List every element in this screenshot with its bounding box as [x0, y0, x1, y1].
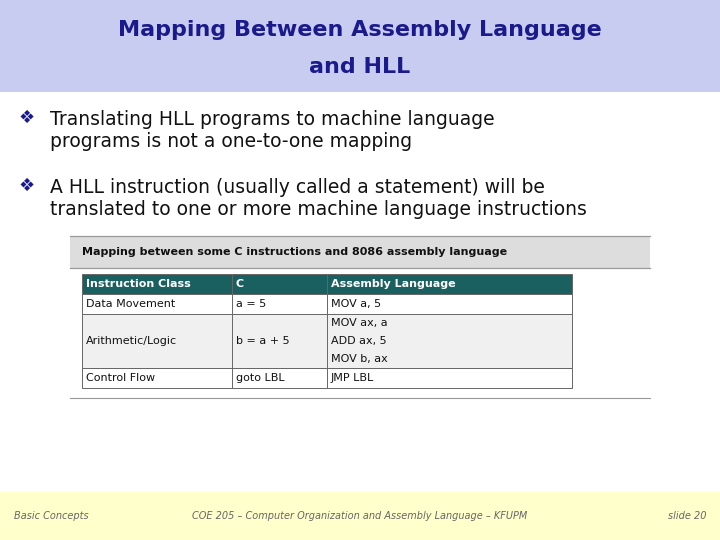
Bar	[82, 314, 572, 368]
Text: ❖: ❖	[18, 109, 34, 127]
Text: programs is not a one-to-one mapping: programs is not a one-to-one mapping	[50, 132, 412, 151]
Text: Assembly Language: Assembly Language	[331, 279, 456, 289]
Text: A HLL instruction (usually called a statement) will be: A HLL instruction (usually called a stat…	[50, 178, 545, 197]
Text: COE 205 – Computer Organization and Assembly Language – KFUPM: COE 205 – Computer Organization and Asse…	[192, 511, 528, 521]
Text: Mapping between some C instructions and 8086 assembly language: Mapping between some C instructions and …	[82, 247, 507, 257]
Text: MOV b, ax: MOV b, ax	[331, 354, 388, 364]
Text: translated to one or more machine language instructions: translated to one or more machine langua…	[50, 200, 587, 219]
Text: b = a + 5: b = a + 5	[236, 336, 289, 346]
Text: ADD ax, 5: ADD ax, 5	[331, 336, 387, 346]
Text: MOV ax, a: MOV ax, a	[331, 318, 387, 328]
Text: Instruction Class: Instruction Class	[86, 279, 191, 289]
Text: Data Movement: Data Movement	[86, 299, 175, 309]
Text: and HLL: and HLL	[310, 57, 410, 77]
Bar	[70, 236, 650, 268]
Text: Basic Concepts: Basic Concepts	[14, 511, 89, 521]
Text: JMP LBL: JMP LBL	[331, 373, 374, 383]
Text: slide 20: slide 20	[667, 511, 706, 521]
Text: Control Flow: Control Flow	[86, 373, 155, 383]
Bar	[82, 368, 572, 388]
Text: a = 5: a = 5	[236, 299, 266, 309]
Text: ❖: ❖	[18, 177, 34, 195]
Bar	[82, 274, 572, 294]
Text: Translating HLL programs to machine language: Translating HLL programs to machine lang…	[50, 110, 495, 129]
Text: Mapping Between Assembly Language: Mapping Between Assembly Language	[118, 21, 602, 40]
Bar	[0, 492, 720, 540]
Text: C: C	[236, 279, 244, 289]
Text: MOV a, 5: MOV a, 5	[331, 299, 381, 309]
Bar	[82, 294, 572, 314]
Text: Arithmetic/Logic: Arithmetic/Logic	[86, 336, 177, 346]
Bar	[0, 92, 720, 492]
Text: goto LBL: goto LBL	[236, 373, 284, 383]
Bar	[0, 0, 720, 92]
